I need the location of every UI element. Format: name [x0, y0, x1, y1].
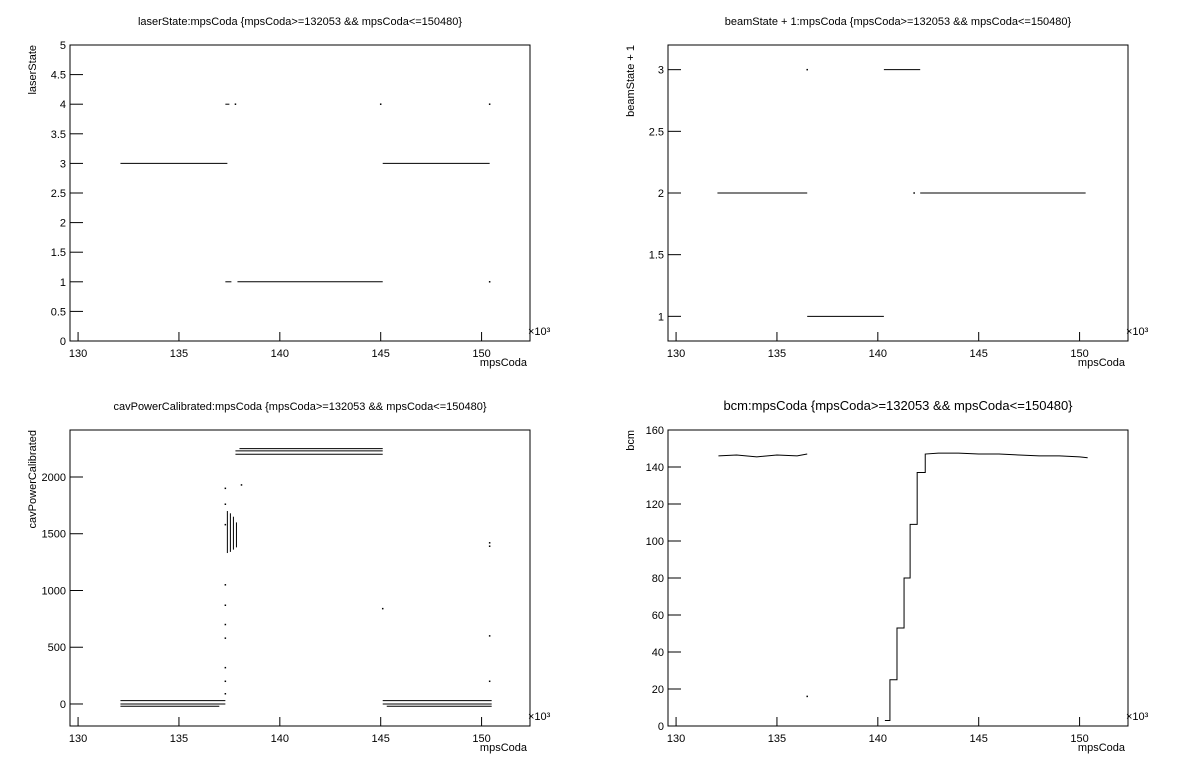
y-tick-label: 80 — [652, 573, 664, 585]
data-point — [806, 68, 808, 71]
data-point — [224, 680, 227, 683]
y-tick-label: 60 — [652, 610, 664, 622]
data-point — [224, 523, 227, 526]
x-tick-label: 135 — [768, 733, 786, 745]
y-tick-label: 160 — [646, 425, 664, 437]
y-tick-label: 0 — [658, 721, 664, 733]
data-line — [884, 452, 1088, 721]
y-tick-label: 40 — [652, 647, 664, 659]
y-tick-label: 500 — [48, 642, 66, 654]
y-tick-label: 0 — [60, 699, 66, 711]
y-tick-label: 1.5 — [649, 250, 664, 262]
y-axis-label: cavPowerCalibrated — [27, 430, 39, 528]
x-tick-label: 130 — [69, 733, 87, 745]
y-tick-label: 100 — [646, 536, 664, 548]
data-point — [224, 487, 227, 490]
y-tick-label: 1000 — [42, 585, 66, 597]
y-tick-label: 1 — [60, 277, 66, 289]
data-point — [488, 635, 491, 637]
x-tick-label: 150 — [1070, 733, 1088, 745]
data-point — [488, 103, 491, 105]
y-tick-label: 2 — [658, 188, 664, 200]
data-point — [224, 623, 227, 626]
y-axis-label: beamState + 1 — [625, 45, 637, 117]
y-tick-label: 3 — [658, 65, 664, 77]
y-tick-label: 4.5 — [51, 70, 66, 82]
data-point — [224, 503, 227, 505]
data-point — [224, 637, 227, 639]
x-exponent: ×10³ — [1126, 326, 1149, 338]
x-tick-label: 140 — [869, 348, 887, 360]
x-exponent: ×10³ — [528, 711, 551, 723]
x-tick-label: 140 — [271, 348, 289, 360]
data-point — [381, 607, 384, 610]
x-axis-label: mpsCoda — [480, 742, 528, 754]
y-tick-label: 140 — [646, 462, 664, 474]
x-tick-label: 145 — [372, 733, 390, 745]
x-tick-label: 130 — [667, 348, 685, 360]
y-tick-label: 1.5 — [51, 247, 66, 259]
plot-frame — [69, 429, 531, 727]
x-axis-label: mpsCoda — [480, 357, 528, 369]
chart-title: bcm:mpsCoda {mpsCoda>=132053 && mpsCoda<… — [723, 398, 1073, 413]
y-tick-label: 2000 — [42, 472, 66, 484]
data-point — [488, 545, 491, 547]
x-tick-label: 130 — [69, 348, 87, 360]
x-exponent: ×10³ — [528, 326, 551, 338]
x-tick-label: 135 — [170, 733, 188, 745]
data-point — [224, 584, 227, 586]
data-point — [488, 281, 491, 283]
x-tick-label: 135 — [170, 348, 188, 360]
data-point — [379, 103, 382, 105]
x-axis-label: mpsCoda — [1078, 357, 1126, 369]
y-axis-label: bcm — [625, 430, 637, 451]
y-tick-label: 5 — [60, 40, 66, 52]
y-tick-label: 0 — [60, 336, 66, 348]
x-tick-label: 145 — [372, 348, 390, 360]
data-point — [240, 484, 243, 486]
y-axis-label: laserState — [27, 45, 39, 95]
data-point — [488, 680, 491, 683]
chart-title: cavPowerCalibrated:mpsCoda {mpsCoda>=132… — [113, 401, 486, 413]
y-tick-label: 4 — [60, 99, 66, 111]
x-tick-label: 130 — [667, 733, 685, 745]
x-tick-label: 150 — [472, 733, 490, 745]
plot-frame — [69, 44, 531, 342]
x-tick-label: 145 — [970, 348, 988, 360]
y-tick-label: 3.5 — [51, 129, 66, 141]
y-tick-label: 2.5 — [649, 126, 664, 138]
x-axis-label: mpsCoda — [1078, 742, 1126, 754]
y-tick-label: 0.5 — [51, 306, 66, 318]
x-tick-label: 140 — [869, 733, 887, 745]
y-tick-label: 1 — [658, 311, 664, 323]
x-exponent: ×10³ — [1126, 711, 1149, 723]
x-tick-label: 140 — [271, 733, 289, 745]
data-line — [718, 453, 808, 458]
y-tick-label: 20 — [652, 684, 664, 696]
chart-title: laserState:mpsCoda {mpsCoda>=132053 && m… — [138, 16, 462, 28]
y-tick-label: 2.5 — [51, 188, 66, 200]
data-point — [913, 192, 915, 194]
x-tick-label: 150 — [472, 348, 490, 360]
data-point — [488, 542, 491, 544]
data-point — [224, 604, 227, 606]
data-point — [224, 693, 227, 695]
chart-title: beamState + 1:mpsCoda {mpsCoda>=132053 &… — [725, 16, 1072, 28]
y-tick-label: 1500 — [42, 529, 66, 541]
x-tick-label: 150 — [1070, 348, 1088, 360]
y-tick-label: 2 — [60, 218, 66, 230]
y-tick-label: 3 — [60, 158, 66, 170]
data-point — [234, 103, 237, 105]
data-point — [806, 695, 808, 698]
data-point — [224, 666, 227, 669]
x-tick-label: 135 — [768, 348, 786, 360]
plot-frame — [667, 429, 1129, 727]
y-tick-label: 120 — [646, 499, 664, 511]
x-tick-label: 145 — [970, 733, 988, 745]
